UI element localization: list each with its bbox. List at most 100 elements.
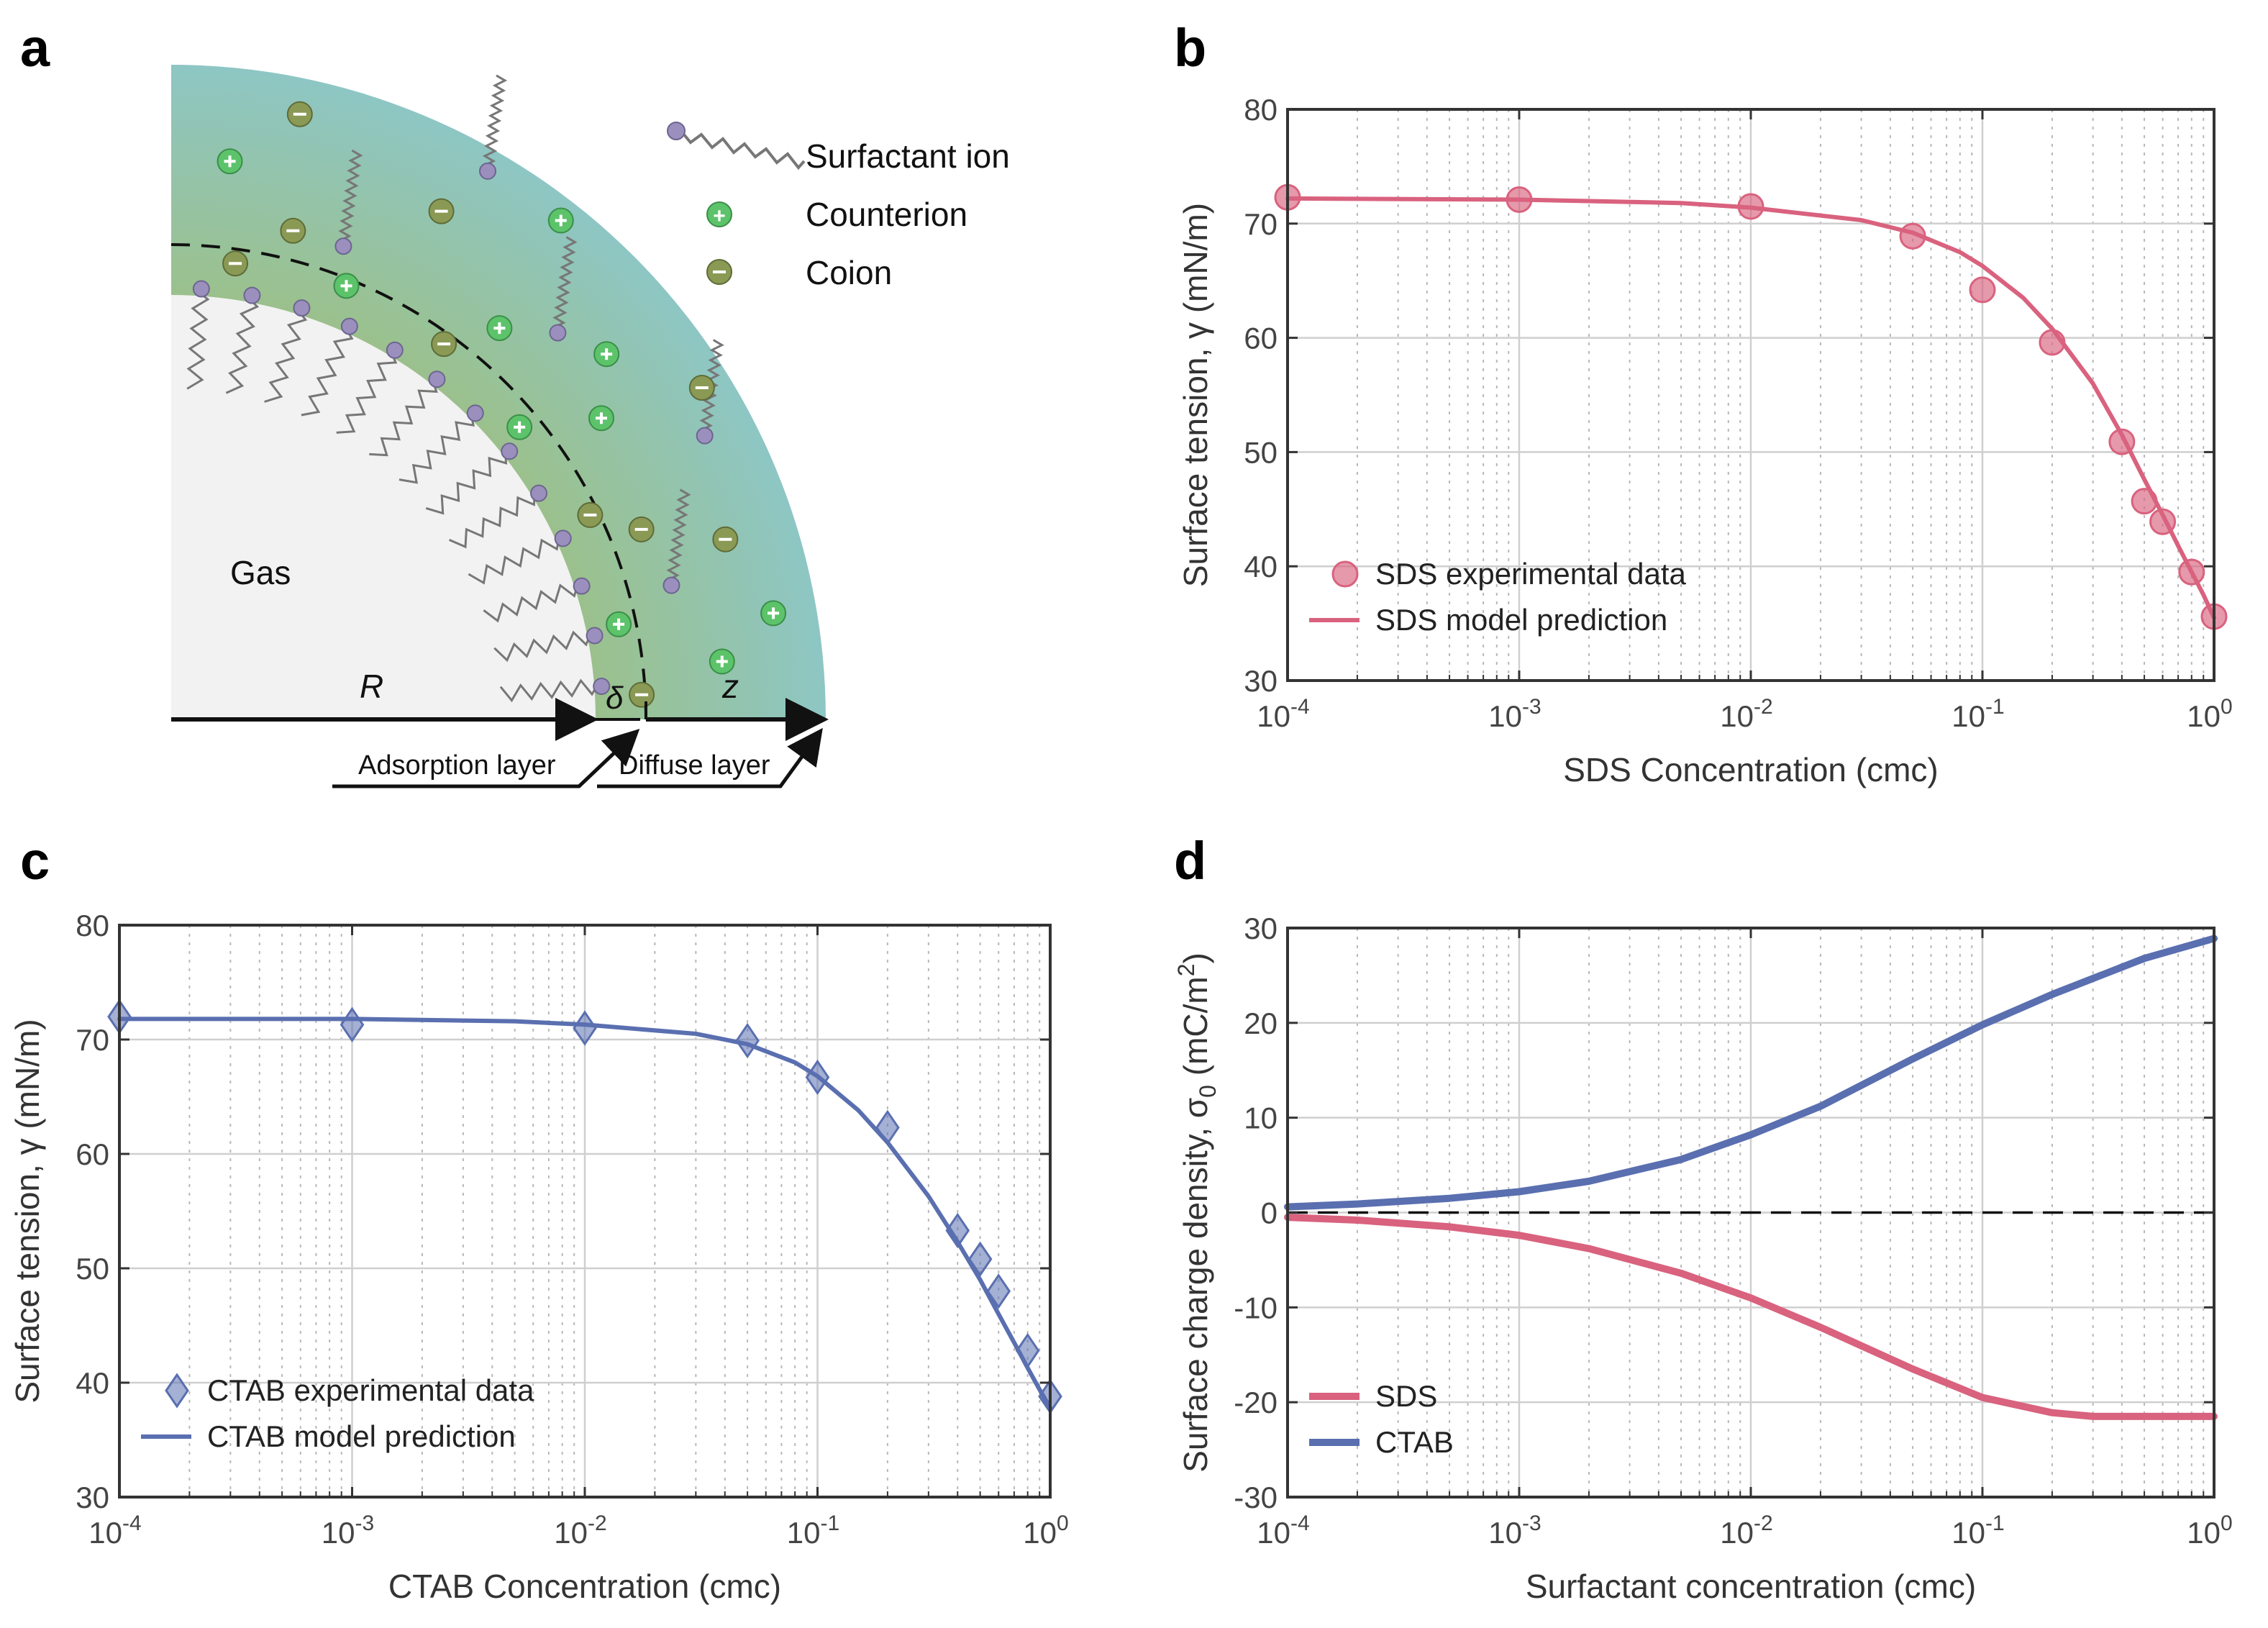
coion-minus-icon — [222, 250, 249, 277]
legend-label: CTAB model prediction — [207, 1419, 516, 1453]
coion-minus-icon — [712, 526, 739, 552]
surfactant-legend-icon — [667, 122, 806, 170]
data-point-circle — [1506, 186, 1533, 213]
y-tick-label: 30 — [1244, 911, 1278, 945]
coion-minus-icon — [428, 198, 455, 224]
x-tick-label: 10-3 — [1488, 1511, 1541, 1550]
legend-label: SDS — [1375, 1379, 1437, 1413]
panel-c-chart: 10-4 10-3 10-2 10-1 100 80 70 60 50 40 30 CTAB Con… — [9, 909, 1069, 1605]
shear-plane-dashed-arc — [170, 243, 647, 720]
y-tick-label: 80 — [1244, 93, 1278, 127]
y-tick-label: 40 — [1244, 550, 1278, 583]
y-tick-label: 40 — [76, 1366, 109, 1400]
delta-label: δ — [606, 681, 624, 716]
counterion-plus-icon — [547, 207, 574, 234]
x-tick-label: 100 — [2187, 695, 2232, 733]
x-tick-label: 10-3 — [322, 1511, 374, 1550]
surfactant-tail — [399, 407, 475, 484]
coion-legend-icon — [706, 259, 732, 285]
sds-line — [1284, 1214, 2218, 1420]
data-point-diamond — [986, 1273, 1011, 1309]
panel-b-ticks: 10-4 10-3 10-2 10-1 100 80 70 60 50 40 30 — [1244, 93, 2232, 733]
surfactant-head-icon — [662, 576, 680, 594]
panel-letter-d: d — [1174, 831, 1206, 891]
x-tick-label: 10-4 — [1257, 695, 1309, 733]
panel-letter-c: c — [20, 831, 50, 891]
panel-b-legend: SDS experimental data SDS model predictio… — [1309, 557, 1687, 637]
y-tick-label: 80 — [76, 909, 109, 942]
x-tick-label: 10-1 — [1952, 1511, 2004, 1550]
surfactant-tail — [481, 74, 508, 173]
data-point-diamond — [1015, 1332, 1040, 1369]
surfactant-head-icon — [696, 427, 714, 445]
surfactant-tail — [186, 287, 210, 390]
surfactant-head-icon — [243, 286, 261, 304]
y-tick-label: 50 — [76, 1252, 109, 1286]
data-point-circle — [1899, 222, 1926, 250]
surfactant-tail — [493, 627, 594, 663]
surfactant-tail — [449, 487, 537, 549]
data-point-circle — [2131, 488, 2158, 515]
panel-letter-a: a — [20, 18, 50, 78]
panel-c-xlabel: CTAB Concentration (cmc) — [388, 1568, 781, 1605]
y-tick-label: 0 — [1261, 1196, 1278, 1230]
panel-d-ylabel: Surface charge density, σ0 (mC/m2) — [1173, 952, 1221, 1473]
y-tick-label: -10 — [1234, 1291, 1278, 1324]
surfactant-head-icon — [386, 341, 404, 359]
data-point-diamond — [945, 1212, 970, 1249]
surfactant-tail — [499, 678, 602, 703]
counterion-plus-icon — [217, 148, 243, 175]
panel-c-legend: CTAB experimental data CTAB model predict… — [141, 1373, 534, 1453]
y-tick-label: 60 — [76, 1137, 109, 1171]
y-tick-label: -20 — [1234, 1386, 1278, 1419]
x-tick-label: 10-2 — [1720, 1511, 1772, 1550]
svg-text:+: + — [713, 204, 726, 228]
panel-letter-b: b — [1174, 18, 1206, 78]
radius-label: R — [360, 668, 383, 705]
panel-b-xlabel: SDS Concentration (cmc) — [1563, 751, 1939, 788]
y-tick-label: 70 — [1244, 207, 1278, 241]
data-point-circle — [2149, 508, 2177, 535]
panel-d-xlabel: Surfactant concentration (cmc) — [1526, 1568, 1976, 1605]
data-point-circle — [2108, 428, 2136, 455]
counterion-plus-icon — [593, 341, 620, 368]
ctab-line — [1284, 934, 2218, 1211]
surfactant-head-icon — [573, 577, 591, 595]
surfactant-head-icon — [549, 324, 567, 342]
surfactant-head-icon — [192, 280, 210, 298]
x-tick-label: 10-4 — [88, 1511, 141, 1550]
coion-minus-icon — [688, 374, 715, 401]
counterion-plus-icon — [606, 611, 632, 637]
counterion-plus-icon — [506, 414, 533, 440]
surfactant-head-icon — [466, 404, 484, 422]
surfactant-tail — [468, 532, 561, 585]
surfactant-tail — [225, 293, 260, 394]
x-tick-label: 10-3 — [1488, 695, 1541, 733]
x-tick-label: 10-1 — [1952, 695, 2004, 733]
x-tick-label: 10-4 — [1257, 1511, 1309, 1550]
y-tick-label: -30 — [1234, 1481, 1278, 1514]
panel-d-curves — [1284, 934, 2218, 1420]
counterion-plus-icon — [760, 600, 787, 627]
data-point-diamond — [573, 1010, 597, 1046]
surfactant-head-icon — [501, 442, 519, 460]
y-tick-label: 30 — [76, 1481, 109, 1514]
surfactant-head-icon — [593, 677, 611, 695]
legend-marker-diamond — [165, 1373, 189, 1409]
panel-b-chart: 10-4 10-3 10-2 10-1 100 80 70 60 50 40 30 SDS Conc… — [1177, 93, 2233, 788]
legend-coion-label: Coion — [806, 254, 892, 291]
surfactant-tail — [336, 345, 398, 434]
x-tick-label: 10-1 — [787, 1511, 839, 1550]
diffuse-layer-arrow — [597, 727, 823, 788]
schematic-legend: Surfactant ion + Counterion Coion — [667, 122, 1010, 291]
legend-label: SDS model prediction — [1375, 603, 1667, 637]
data-point-diamond — [805, 1059, 830, 1096]
y-tick-label: 60 — [1244, 322, 1278, 355]
surfactant-tail — [264, 305, 308, 403]
data-point-circle — [2039, 329, 2066, 356]
ion-layer — [186, 74, 787, 708]
gas-label: Gas — [230, 554, 291, 591]
